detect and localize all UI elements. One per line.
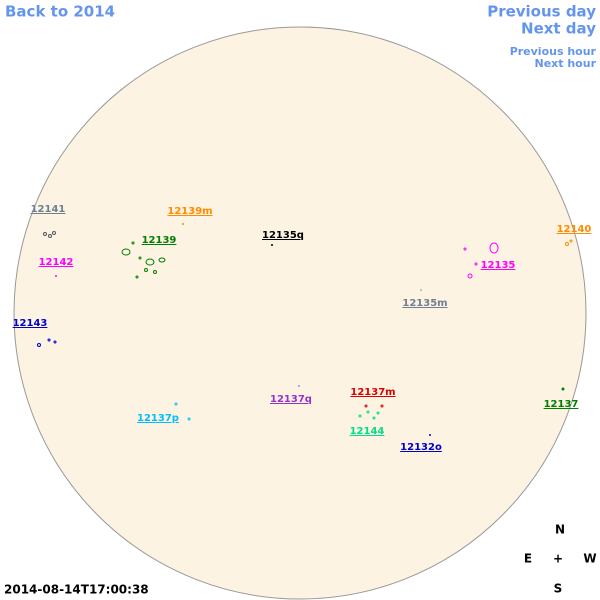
spot	[420, 289, 422, 291]
spot-group	[174, 402, 191, 421]
compass-east: E	[524, 552, 532, 566]
spot	[561, 387, 565, 391]
previous-day-link[interactable]: Previous day	[487, 3, 596, 21]
region-label[interactable]: 12139m	[167, 206, 212, 217]
region-label[interactable]: 12137p	[137, 413, 179, 424]
region-label[interactable]: 12139	[142, 235, 177, 246]
sunspots	[37, 223, 573, 436]
compass-center: +	[553, 552, 563, 566]
spot	[55, 275, 57, 277]
spot	[271, 244, 273, 246]
region-label[interactable]: 12135	[481, 260, 516, 271]
region-label[interactable]: 12135m	[402, 298, 447, 309]
next-hour-link[interactable]: Next hour	[535, 57, 597, 70]
region-label[interactable]: 12143	[13, 318, 48, 329]
spot-group	[463, 242, 499, 279]
region-label[interactable]: 12142	[39, 257, 74, 268]
region-label[interactable]: 12141	[31, 204, 66, 215]
compass-north: N	[555, 523, 565, 537]
solar-disk	[13, 26, 587, 600]
region-label[interactable]: 12137q	[270, 394, 312, 405]
spot-group	[364, 404, 384, 408]
region-label[interactable]: 12144	[350, 426, 385, 437]
timestamp: 2014-08-14T17:00:38	[4, 583, 149, 597]
spot	[429, 434, 431, 436]
spot	[182, 223, 184, 225]
compass-west: W	[583, 552, 596, 566]
region-label[interactable]: 12140	[557, 224, 592, 235]
spot-group	[565, 239, 573, 246]
region-label[interactable]: 12132o	[400, 442, 442, 453]
next-day-link[interactable]: Next day	[521, 20, 596, 38]
back-link[interactable]: Back to 2014	[5, 3, 115, 21]
spot-group	[43, 231, 56, 238]
compass-south: S	[554, 582, 563, 596]
spot-group	[358, 410, 380, 420]
spot-group	[37, 338, 57, 347]
region-label[interactable]: 12135q	[262, 230, 304, 241]
spot	[298, 385, 300, 387]
region-label[interactable]: 12137m	[350, 387, 395, 398]
spot-group	[121, 241, 166, 279]
region-label[interactable]: 12137	[544, 399, 579, 410]
previous-hour-link[interactable]: Previous hour	[510, 45, 597, 58]
